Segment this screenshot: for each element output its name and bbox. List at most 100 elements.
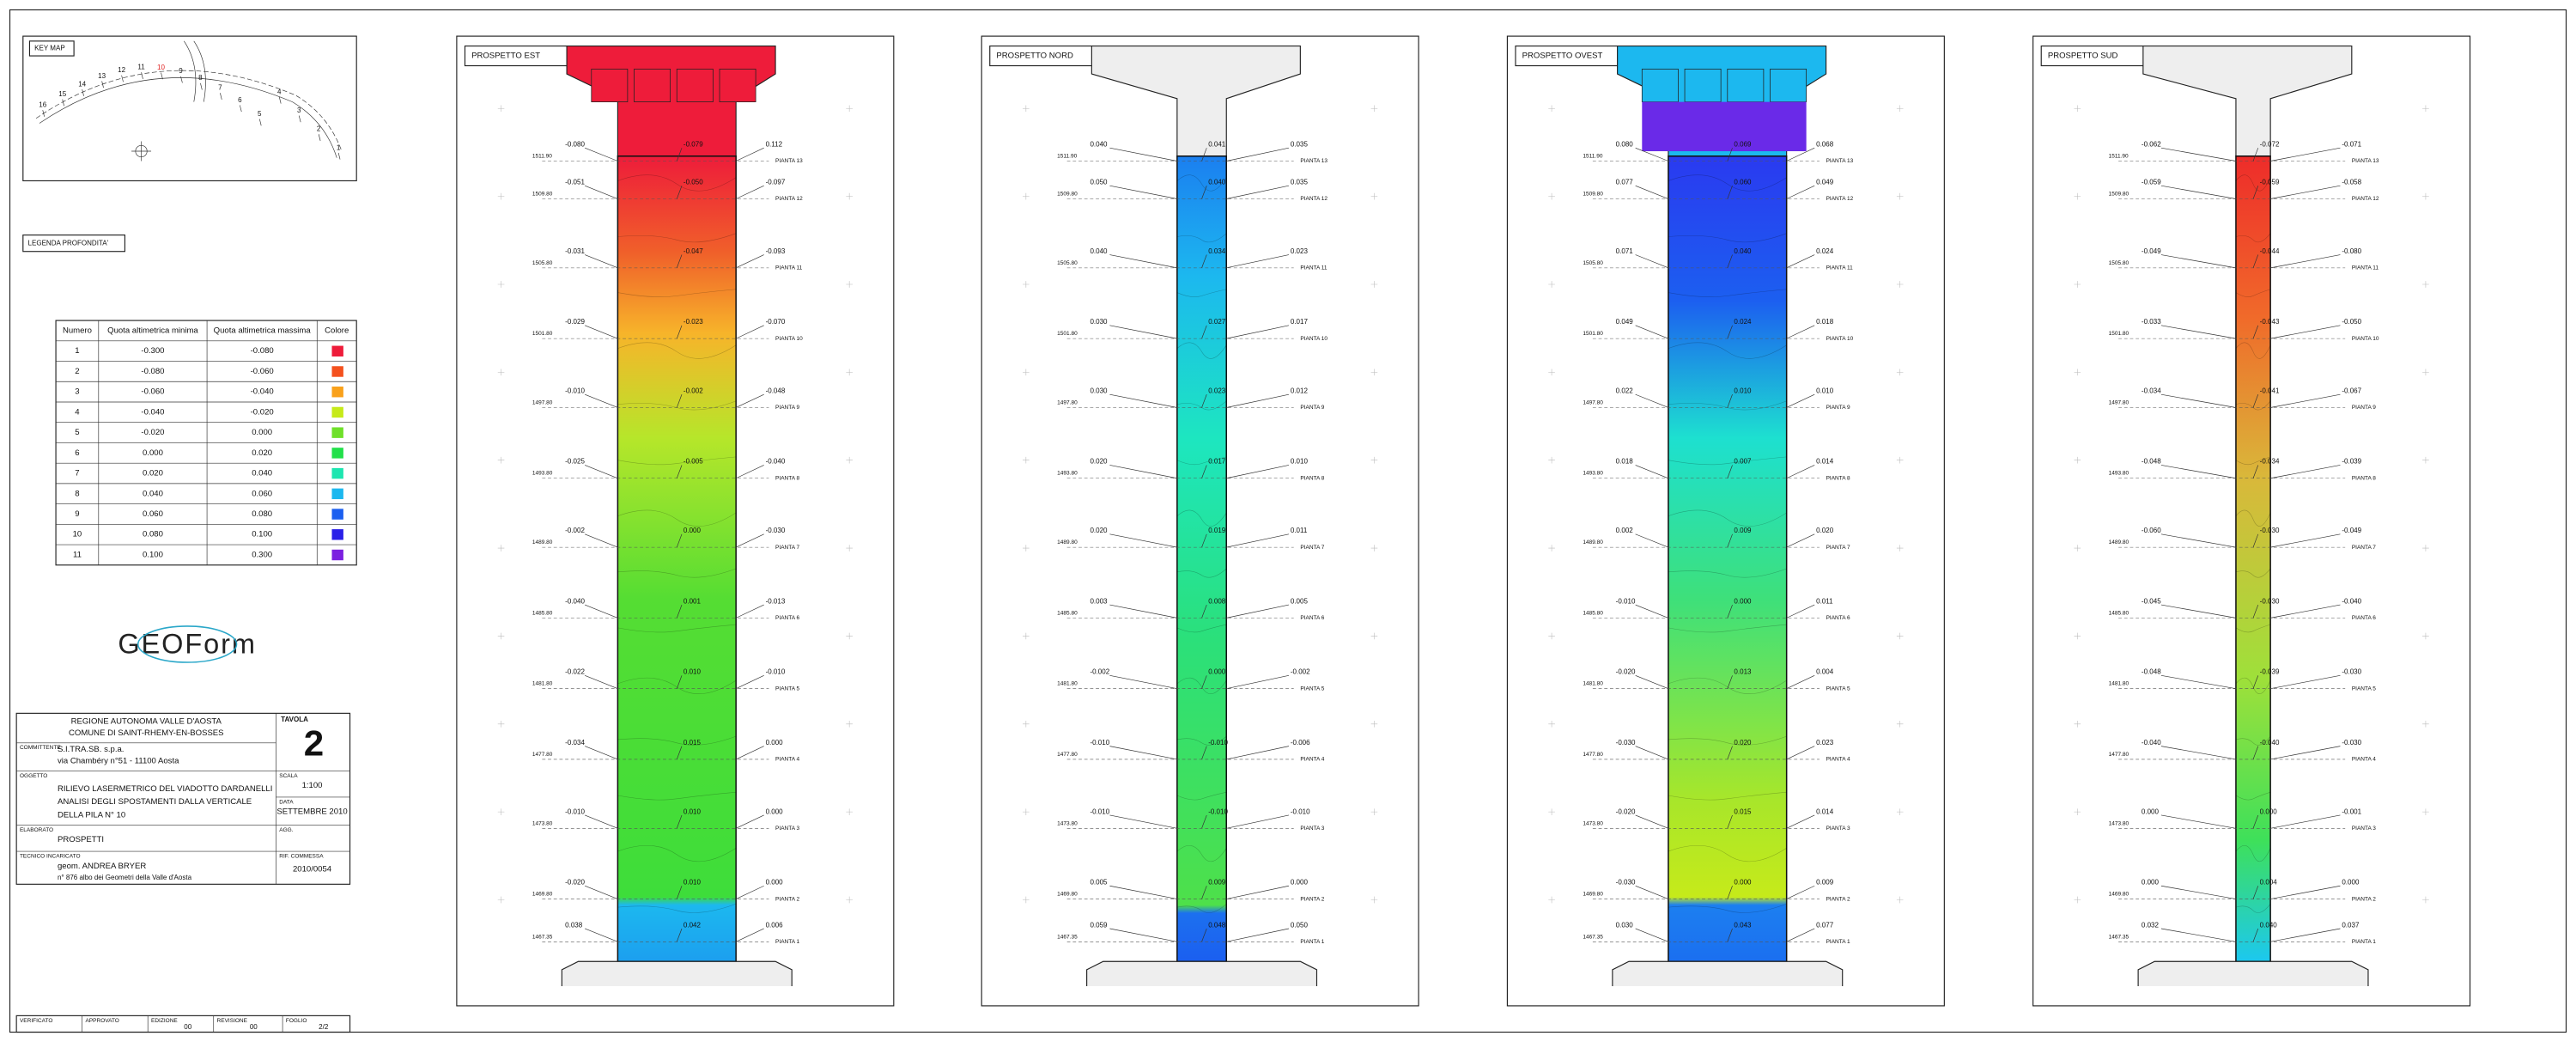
subject-label: OGGETTO xyxy=(20,773,47,779)
right-leader xyxy=(736,928,764,942)
contour xyxy=(1668,904,1787,913)
left-leader xyxy=(2160,147,2237,161)
cap-block xyxy=(591,68,629,103)
center-leader xyxy=(2252,814,2259,829)
panel-frame xyxy=(981,35,1419,1007)
pier-number: 9 xyxy=(179,67,183,75)
pier-number: 15 xyxy=(58,90,66,98)
pier-number: 7 xyxy=(218,84,222,92)
left-offset: 0.040 xyxy=(1090,247,1108,255)
grid-cross xyxy=(2074,896,2081,904)
elevation-label: 1505.80 xyxy=(1057,260,1078,266)
grid-cross xyxy=(2422,632,2429,640)
left-leader xyxy=(1109,814,1177,829)
pier-shaft xyxy=(1176,155,1228,963)
grid-cross xyxy=(846,456,853,464)
grid-cross xyxy=(1370,896,1378,904)
center-leader xyxy=(1201,394,1207,408)
right-leader xyxy=(1226,185,1290,199)
left-leader xyxy=(1635,675,1669,689)
table-cell: 7 xyxy=(75,469,79,478)
grid-cross xyxy=(1370,632,1378,640)
left-leader xyxy=(2160,325,2237,339)
center-leader xyxy=(676,604,683,618)
pier-tick xyxy=(180,76,183,83)
plan-label: PIANTA 1 xyxy=(1826,939,1850,945)
pier-number: 1 xyxy=(337,143,341,151)
grid-cross xyxy=(1370,808,1378,815)
right-offset: 0.037 xyxy=(2342,921,2360,929)
left-leader xyxy=(2160,533,2237,548)
elevation-label: 1467.35 xyxy=(532,934,553,940)
center-leader xyxy=(1201,675,1207,689)
right-leader xyxy=(736,393,764,408)
center-offset: -0.023 xyxy=(683,318,703,326)
revision: 00 xyxy=(250,1023,258,1031)
update-label: AGG. xyxy=(279,827,293,833)
left-offset: -0.048 xyxy=(2142,668,2161,676)
center-leader xyxy=(1201,814,1207,829)
left-offset: 0.003 xyxy=(1090,597,1108,605)
center-offset: 0.041 xyxy=(1208,140,1226,148)
center-leader xyxy=(2252,254,2259,268)
elevation-label: 1501.80 xyxy=(532,331,553,337)
grid-cross xyxy=(846,105,853,113)
elevation-label: 1469.80 xyxy=(1057,892,1078,898)
grid-cross xyxy=(2074,456,2081,464)
plan-label: PIANTA 12 xyxy=(775,196,803,202)
contour xyxy=(1668,735,1787,746)
contour xyxy=(617,174,737,192)
grid-cross xyxy=(1896,808,1904,815)
contour xyxy=(2235,233,2271,243)
client-address: via Chambéry n°51 - 11100 Aosta xyxy=(58,756,179,765)
drawing: PROSPETTI xyxy=(58,835,104,844)
right-leader xyxy=(2270,185,2341,199)
elevation-label: 1469.80 xyxy=(1583,892,1603,898)
grid-cross xyxy=(2074,808,2081,815)
center-offset: 0.027 xyxy=(1208,318,1226,326)
right-leader xyxy=(2270,393,2341,408)
left-offset: -0.060 xyxy=(2142,527,2161,534)
right-offset: 0.010 xyxy=(1816,387,1834,394)
color-swatch xyxy=(331,366,343,377)
center-offset: -0.039 xyxy=(2260,668,2280,676)
left-leader xyxy=(1109,254,1177,269)
right-offset: -0.040 xyxy=(766,458,786,466)
grid-cross xyxy=(1548,281,1555,288)
plan-label: PIANTA 1 xyxy=(2352,939,2376,945)
grid-cross xyxy=(846,281,853,288)
left-leader xyxy=(1635,254,1669,269)
center-offset: 0.000 xyxy=(2260,807,2278,815)
viaduct-edge xyxy=(39,77,337,158)
plan-label: PIANTA 1 xyxy=(775,939,799,945)
grid-cross xyxy=(1023,896,1030,904)
right-offset: -0.048 xyxy=(766,387,786,394)
left-offset: -0.049 xyxy=(2142,247,2161,255)
pier-footing xyxy=(1086,960,1318,986)
contour xyxy=(1668,509,1787,527)
contour xyxy=(1176,904,1227,913)
right-offset: -0.049 xyxy=(2342,527,2361,534)
right-leader xyxy=(736,604,764,618)
plan-label: PIANTA 2 xyxy=(2352,896,2376,902)
pier-tick xyxy=(337,152,341,160)
plan-label: PIANTA 7 xyxy=(1826,545,1850,551)
right-leader xyxy=(2270,604,2341,618)
elevation-label: 1489.80 xyxy=(2109,539,2129,545)
right-offset: 0.006 xyxy=(766,921,784,929)
contour xyxy=(617,904,737,913)
plan-label: PIANTA 8 xyxy=(775,475,799,481)
cap-block xyxy=(634,68,671,103)
right-leader xyxy=(1786,746,1815,760)
grid-cross xyxy=(1548,105,1555,113)
table-header: Numero xyxy=(63,326,92,335)
center-leader xyxy=(1201,746,1207,760)
contour xyxy=(617,289,737,297)
color-swatch xyxy=(331,406,343,418)
center-offset: 0.069 xyxy=(1734,140,1752,148)
right-offset: 0.112 xyxy=(766,140,783,148)
grid-cross xyxy=(497,720,505,728)
contour xyxy=(617,624,737,633)
center-leader xyxy=(2252,928,2259,942)
table-cell: 1 xyxy=(75,346,79,356)
